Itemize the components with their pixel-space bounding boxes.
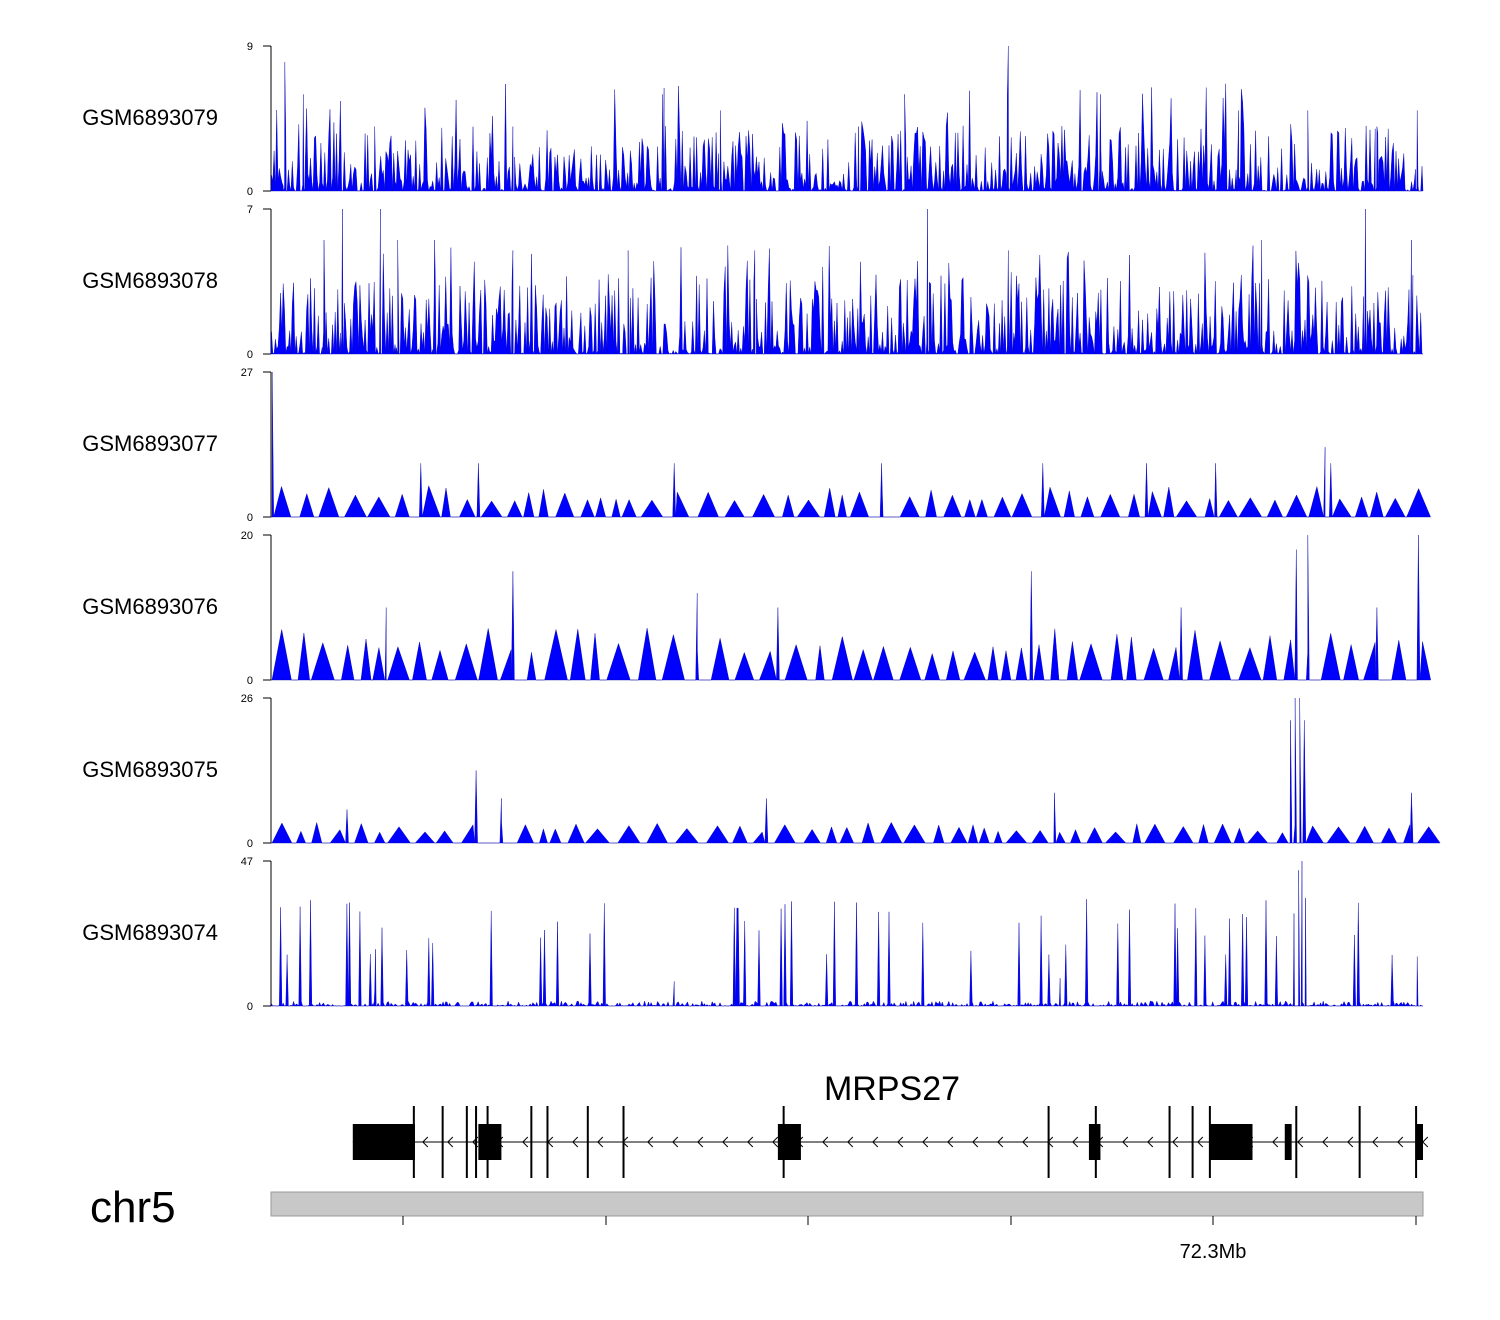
strand-arrow	[1322, 1136, 1329, 1148]
y-tick-label-max: 26	[241, 693, 253, 705]
track-label: GSM6893078	[82, 268, 218, 293]
strand-arrow	[672, 1136, 679, 1148]
strand-arrow	[1022, 1136, 1029, 1148]
track-GSM6893077: GSM6893077 0 27	[82, 367, 1431, 524]
track-label: GSM6893074	[82, 920, 218, 945]
exon	[352, 1124, 415, 1160]
signal-area	[270, 860, 1423, 1007]
strand-arrow	[1122, 1136, 1129, 1148]
strand-arrow	[1172, 1136, 1179, 1148]
gene-structure	[352, 1106, 1429, 1178]
track-GSM6893076: GSM6893076 0 20	[82, 530, 1431, 687]
exon	[478, 1124, 502, 1160]
chromosome-axis: chr5 72.3Mb	[90, 1183, 1424, 1263]
track-label: GSM6893079	[82, 105, 218, 130]
strand-arrow	[997, 1136, 1004, 1148]
strand-arrow	[1347, 1136, 1354, 1148]
y-tick-label-max: 47	[241, 856, 253, 868]
track-GSM6893079: GSM6893079 0 9	[82, 41, 1424, 198]
exon	[1088, 1124, 1101, 1160]
exon	[1416, 1124, 1423, 1160]
y-tick-label-max: 9	[247, 41, 253, 53]
chromosome-label: chr5	[90, 1183, 176, 1232]
strand-arrow	[947, 1136, 954, 1148]
y-tick-label-min: 0	[247, 838, 253, 850]
track-GSM6893074: GSM6893074 0 47	[82, 856, 1423, 1013]
strand-arrow	[647, 1136, 654, 1148]
track-label: GSM6893077	[82, 431, 218, 456]
y-tick-label-min: 0	[247, 1001, 253, 1013]
strand-arrow	[897, 1136, 904, 1148]
strand-arrow	[447, 1136, 454, 1148]
strand-arrow	[1072, 1136, 1079, 1148]
exon	[1209, 1124, 1253, 1160]
strand-arrow	[1372, 1136, 1379, 1148]
strand-arrow	[747, 1136, 754, 1148]
x-tick-label: 72.3Mb	[1180, 1241, 1247, 1263]
signal-area	[270, 371, 1431, 518]
track-label: GSM6893076	[82, 594, 218, 619]
strand-arrow	[597, 1136, 604, 1148]
signal-area	[271, 697, 1441, 844]
strand-arrow	[572, 1136, 579, 1148]
exon	[1284, 1124, 1292, 1160]
y-tick-label-min: 0	[247, 349, 253, 361]
y-tick-label-min: 0	[247, 186, 253, 198]
strand-arrow	[772, 1136, 779, 1148]
strand-arrow	[872, 1136, 879, 1148]
track-label: GSM6893075	[82, 757, 218, 782]
strand-arrow	[1147, 1136, 1154, 1148]
y-tick-label-max: 20	[241, 530, 253, 542]
strand-arrow	[422, 1136, 429, 1148]
chromosome-ideogram-bar	[270, 1191, 1424, 1217]
gene-name-label: MRPS27	[824, 1070, 960, 1108]
y-tick-label-max: 7	[247, 204, 253, 216]
strand-arrow	[697, 1136, 704, 1148]
strand-arrow	[1297, 1136, 1304, 1148]
strand-arrow	[1197, 1136, 1204, 1148]
signal-area	[270, 208, 1424, 355]
y-tick-label-min: 0	[247, 512, 253, 524]
strand-arrow	[972, 1136, 979, 1148]
y-tick-label-min: 0	[247, 675, 253, 687]
strand-arrow	[1422, 1136, 1429, 1148]
signal-tracks: GSM689307909GSM689307807GSM6893077027GSM…	[82, 41, 1441, 1013]
strand-arrow	[1272, 1136, 1279, 1148]
strand-arrow	[822, 1136, 829, 1148]
strand-arrow	[722, 1136, 729, 1148]
signal-area	[270, 45, 1424, 192]
signal-area	[271, 534, 1431, 681]
strand-arrow	[922, 1136, 929, 1148]
strand-arrow	[847, 1136, 854, 1148]
y-tick-label-max: 27	[241, 367, 253, 379]
gene-track: MRPS27	[352, 1070, 1429, 1178]
track-GSM6893078: GSM6893078 0 7	[82, 204, 1424, 361]
track-GSM6893075: GSM6893075 0 26	[82, 693, 1441, 850]
strand-arrow	[1397, 1136, 1404, 1148]
strand-arrow	[522, 1136, 529, 1148]
exon	[777, 1124, 801, 1160]
axis-ticks	[402, 1216, 1417, 1225]
